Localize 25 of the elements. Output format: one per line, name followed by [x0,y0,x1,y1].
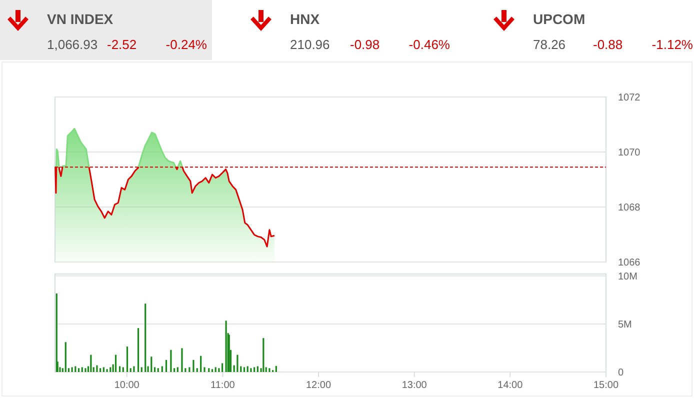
text: 78.26 [533,37,566,52]
text: -0.88 [593,37,623,52]
x-tick-label: 10:00 [114,380,140,391]
text: UPCOM [533,11,586,27]
x-tick-label: 15:00 [593,380,619,391]
x-tick-label: 12:00 [306,380,332,391]
text: 210.96 [290,37,330,52]
text: HNX [290,11,320,27]
text: -0.98 [350,37,380,52]
text: -2.52 [107,37,137,52]
x-tick-label: 11:00 [210,380,236,391]
y-tick-label: 0 [618,368,624,378]
y-tick-label: 10M [618,271,638,282]
y-tick-label: 1068 [618,202,641,214]
text: -1.12% [652,37,694,52]
text: 1,066.93 [47,37,98,52]
text: -0.24% [166,37,208,52]
y-tick-label: 1070 [618,148,641,158]
text: VN INDEX [47,11,114,27]
y-tick-label: 5M [618,319,632,330]
y-tick-label: 1066 [618,258,641,268]
x-tick-label: 14:00 [498,380,524,391]
x-tick-label: 13:00 [402,380,428,391]
y-tick-label: 1072 [618,92,641,104]
text: -0.46% [408,37,450,52]
